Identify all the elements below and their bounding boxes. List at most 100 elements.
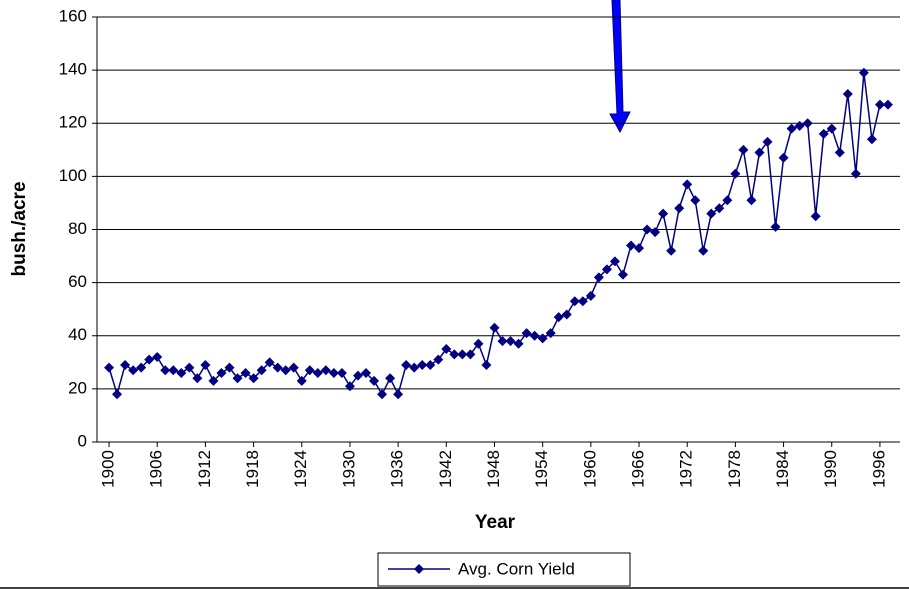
marker — [682, 179, 693, 190]
y-tick-label: 80 — [68, 219, 87, 238]
marker — [152, 352, 163, 362]
marker — [184, 362, 195, 373]
marker — [617, 269, 628, 280]
x-tick-label: 1948 — [484, 450, 503, 488]
x-tick-label: 1978 — [725, 450, 744, 488]
marker — [240, 367, 251, 378]
marker — [352, 370, 363, 381]
x-tick-label: 1936 — [388, 450, 407, 488]
y-axis-title: bush./acre — [9, 181, 30, 276]
marker — [529, 330, 540, 341]
marker — [128, 365, 139, 376]
x-tick-label: 1930 — [339, 450, 358, 488]
x-axis-title: Year — [475, 512, 516, 533]
y-tick-label: 100 — [59, 166, 87, 185]
marker — [577, 296, 588, 307]
marker — [369, 375, 380, 386]
marker — [842, 89, 853, 100]
marker — [168, 365, 179, 376]
annotation-arrow — [609, 0, 631, 134]
y-tick-label: 60 — [68, 272, 87, 291]
marker — [256, 365, 267, 376]
marker — [465, 349, 476, 360]
marker — [826, 123, 837, 134]
x-tick-label: 1900 — [99, 450, 118, 488]
marker — [296, 375, 307, 386]
marker — [674, 203, 685, 214]
x-tick-label: 1912 — [195, 450, 214, 488]
marker — [642, 224, 653, 235]
y-tick-label: 140 — [59, 60, 87, 79]
marker — [232, 373, 243, 384]
marker — [802, 118, 813, 129]
marker — [401, 359, 412, 370]
marker — [192, 373, 203, 384]
marker — [425, 359, 436, 370]
y-tick-label: 160 — [59, 6, 87, 25]
marker — [561, 309, 572, 320]
marker — [160, 365, 171, 376]
marker — [730, 168, 741, 179]
marker — [722, 195, 733, 206]
marker — [690, 195, 701, 206]
marker — [658, 208, 669, 219]
marker — [320, 365, 331, 376]
marker — [120, 359, 131, 370]
x-tick-label: 1960 — [580, 450, 599, 488]
legend — [377, 552, 631, 587]
marker — [200, 359, 211, 370]
marker — [601, 264, 612, 275]
marker — [585, 290, 596, 301]
marker — [754, 147, 765, 158]
marker — [714, 203, 725, 214]
marker — [136, 362, 147, 373]
marker — [698, 245, 709, 256]
marker — [288, 362, 299, 373]
marker — [393, 389, 404, 400]
marker — [521, 328, 532, 339]
marker — [336, 367, 347, 378]
marker — [650, 227, 661, 238]
marker — [280, 365, 291, 376]
marker — [666, 245, 677, 256]
marker — [481, 359, 492, 370]
marker — [248, 373, 259, 384]
legend-label: Avg. Corn Yield — [458, 559, 575, 578]
y-tick-label: 120 — [59, 113, 87, 132]
marker — [104, 362, 115, 373]
x-tick-label: 1966 — [629, 450, 648, 488]
x-tick-label: 1918 — [243, 450, 262, 488]
marker — [609, 256, 620, 267]
marker — [706, 208, 717, 219]
legend-marker — [414, 564, 424, 574]
marker — [778, 152, 789, 163]
marker — [537, 333, 548, 344]
x-tick-label: 1942 — [436, 450, 455, 488]
marker — [625, 240, 636, 251]
marker — [593, 272, 604, 283]
x-tick-label: 1972 — [677, 450, 696, 488]
marker — [441, 344, 452, 355]
marker — [834, 147, 845, 158]
marker — [216, 367, 227, 378]
y-tick-label: 20 — [68, 378, 87, 397]
marker — [489, 322, 500, 333]
marker — [794, 120, 805, 131]
marker — [810, 211, 821, 222]
marker — [866, 134, 877, 145]
marker — [409, 362, 420, 373]
x-tick-label: 1984 — [773, 450, 792, 488]
y-tick-label: 40 — [68, 325, 87, 344]
marker — [361, 367, 372, 378]
marker — [818, 128, 829, 139]
marker — [762, 136, 773, 147]
marker — [569, 296, 580, 307]
marker — [770, 221, 781, 232]
marker — [272, 362, 283, 373]
series-line — [108, 72, 888, 397]
marker — [264, 357, 275, 368]
marker — [874, 99, 885, 110]
marker — [746, 195, 757, 206]
marker — [473, 338, 484, 349]
marker — [505, 336, 516, 347]
